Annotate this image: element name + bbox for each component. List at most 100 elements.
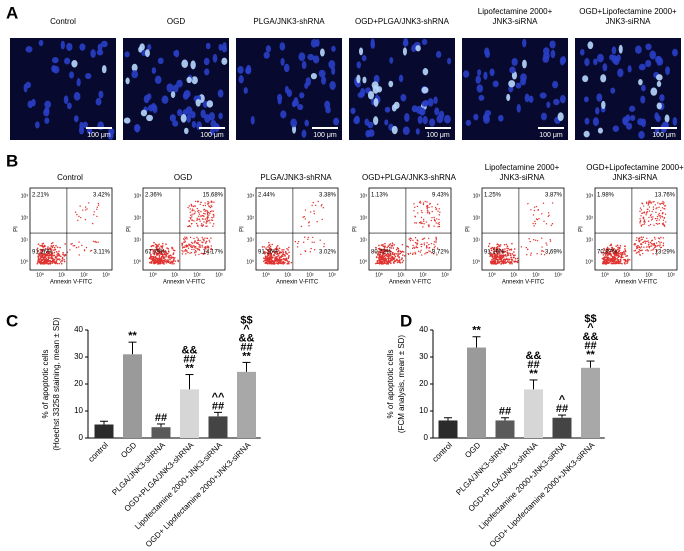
nucleus <box>638 79 643 86</box>
plot-label: OGD+PLGA/JNK3-shRNA <box>362 173 457 182</box>
event <box>436 203 439 205</box>
nucleus <box>656 74 663 81</box>
event <box>527 202 529 205</box>
event <box>191 214 193 216</box>
nucleus <box>131 63 138 72</box>
event <box>40 245 43 247</box>
nucleus <box>140 109 148 117</box>
event <box>384 245 386 248</box>
panel-letter: A <box>6 3 18 22</box>
event <box>506 253 509 255</box>
event <box>281 261 283 263</box>
x-tick-label: 10⁰ <box>36 272 44 278</box>
event <box>610 262 613 265</box>
event <box>210 250 212 253</box>
event <box>208 202 210 204</box>
event <box>412 253 414 256</box>
nucleus <box>629 114 636 121</box>
scale-label: 100 μm <box>313 132 337 139</box>
event <box>190 203 193 206</box>
event <box>514 257 517 260</box>
nucleus <box>600 74 607 83</box>
event <box>536 253 538 255</box>
event <box>430 219 433 222</box>
event <box>184 240 187 242</box>
event <box>614 251 616 254</box>
nucleus <box>69 71 75 79</box>
event <box>640 246 643 248</box>
y-axis-label: PI <box>353 226 359 232</box>
event <box>438 218 440 221</box>
event <box>195 251 197 253</box>
event <box>268 249 271 251</box>
x-tick-label: 10³ <box>215 272 223 278</box>
event <box>541 250 543 252</box>
event <box>96 206 99 208</box>
nucleus <box>186 114 192 123</box>
x-axis-label: Annexin V-FITC <box>276 280 319 286</box>
y-axis-label: PI <box>579 226 585 232</box>
nucleus <box>654 127 660 136</box>
bar <box>467 347 486 438</box>
event <box>386 249 388 252</box>
event <box>419 222 422 224</box>
event <box>491 261 493 263</box>
event <box>658 237 661 240</box>
event <box>619 258 622 261</box>
event <box>634 244 636 246</box>
event <box>54 262 57 265</box>
nucleus <box>124 51 130 58</box>
event <box>308 225 310 227</box>
significance: ## <box>183 353 195 365</box>
event <box>314 204 317 207</box>
nucleus <box>364 118 370 126</box>
event <box>646 237 648 240</box>
nucleus <box>398 74 404 83</box>
x-axis-label: Annexin V-FITC <box>615 280 658 286</box>
event <box>435 241 437 243</box>
event <box>647 246 649 248</box>
event <box>71 242 73 245</box>
event <box>39 248 42 251</box>
x-tick-label: 10² <box>80 272 88 278</box>
event <box>84 209 87 211</box>
event <box>48 257 51 259</box>
nucleus <box>44 100 52 109</box>
nucleus <box>250 115 255 125</box>
event <box>647 204 649 206</box>
event <box>656 207 658 209</box>
nucleus <box>186 76 192 84</box>
event <box>493 255 496 258</box>
event <box>662 237 665 239</box>
event <box>323 245 325 248</box>
event <box>638 246 641 248</box>
nucleus <box>318 69 326 78</box>
event <box>184 248 187 251</box>
nucleus <box>417 115 423 124</box>
event <box>268 241 270 244</box>
event <box>200 215 202 218</box>
event <box>171 262 173 265</box>
quadrant-percent: 8.72% <box>432 250 450 256</box>
nucleus <box>522 59 527 69</box>
event <box>656 219 658 222</box>
event <box>199 203 201 206</box>
event <box>288 255 290 257</box>
event <box>614 258 617 260</box>
y-axis-label: % of apoptotic cells <box>41 350 50 419</box>
event <box>190 241 193 244</box>
nucleus <box>433 96 438 104</box>
nucleus <box>602 63 608 72</box>
event <box>624 263 626 265</box>
quadrant-percent: 3.38% <box>319 193 337 199</box>
event <box>154 243 157 245</box>
nucleus <box>71 60 78 68</box>
event <box>640 236 643 238</box>
significance: ^^ <box>212 391 225 403</box>
event <box>208 239 210 241</box>
quadrant-percent: 3.69% <box>545 250 563 256</box>
quadrant-percent: 80.72% <box>371 250 392 256</box>
y-tick-label: 10¹ <box>360 237 368 243</box>
event <box>39 258 41 260</box>
event <box>639 222 641 224</box>
